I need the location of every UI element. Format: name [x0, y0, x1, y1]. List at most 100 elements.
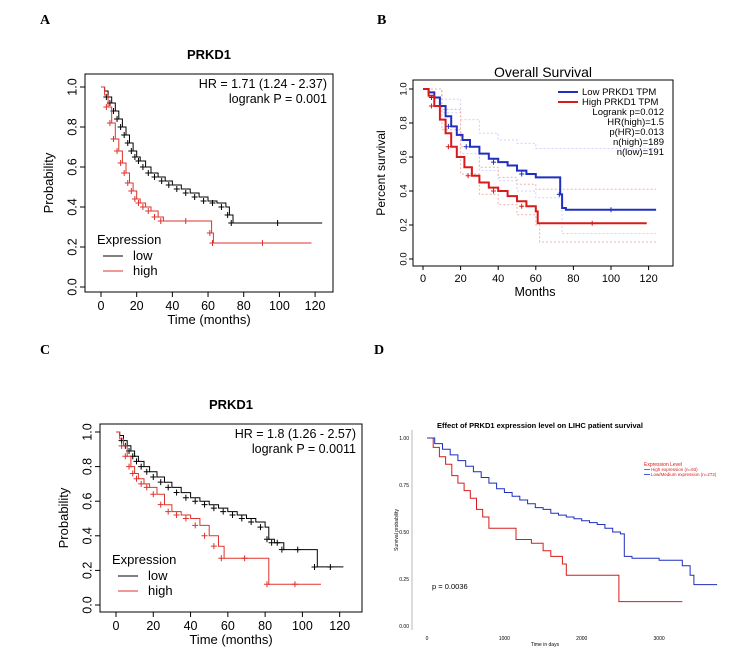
y-tick-label: 0.2: [80, 562, 94, 579]
x-tick-label: 60: [201, 299, 215, 313]
y-axis-label: Survival probability: [394, 509, 400, 551]
legend-label: high: [133, 263, 158, 278]
y-tick-label: 0.6: [80, 492, 94, 509]
stat-annotation: n(low)=191: [617, 147, 664, 158]
censor-mark: [445, 123, 451, 129]
censor-mark: [114, 148, 121, 154]
censor-mark: [150, 473, 157, 480]
x-tick-label: 0: [426, 636, 429, 642]
censor-mark: [135, 158, 142, 164]
censor-mark: [133, 475, 140, 482]
x-tick-label: 100: [292, 619, 313, 633]
censor-mark: [209, 200, 216, 206]
legend-label: high: [148, 583, 173, 598]
censor-mark: [274, 220, 281, 226]
x-axis-label: Months: [515, 285, 556, 299]
y-tick-label: 0.50: [399, 530, 409, 536]
x-tick-label: 100: [269, 299, 290, 313]
x-tick-label: 100: [602, 273, 620, 285]
x-tick-label: 20: [454, 273, 466, 285]
censor-mark: [121, 170, 128, 176]
y-tick-label: 0.6: [399, 150, 410, 163]
stat-annotation: logrank P = 0.0011: [252, 442, 356, 456]
censor-mark: [259, 240, 266, 246]
censor-mark: [241, 555, 248, 562]
y-tick-label: 0.8: [80, 458, 94, 475]
censor-mark: [209, 240, 216, 246]
y-tick-label: 1.0: [65, 78, 79, 95]
censor-mark: [465, 173, 471, 179]
y-tick-label: 0.4: [80, 527, 94, 544]
stat-annotation: HR(high)=1.5: [607, 117, 664, 128]
legend-title: Expression: [112, 552, 176, 567]
chart-title: PRKD1: [187, 47, 231, 62]
censor-mark: [135, 200, 142, 206]
x-tick-label: 60: [221, 619, 235, 633]
censor-mark: [121, 132, 128, 138]
censor-mark: [129, 470, 136, 477]
x-tick-label: 80: [237, 299, 251, 313]
chart-title: Overall Survival: [494, 64, 592, 80]
censor-mark: [268, 539, 275, 546]
censor-mark: [114, 116, 121, 122]
km-chart-B: Overall Survival 0 20 40 60 80 100 120 0.0 0.2 0.4…: [374, 64, 674, 299]
censor-mark: [118, 442, 125, 449]
censor-mark: [200, 198, 207, 204]
censor-mark: [491, 159, 496, 165]
plot-frame: [99, 423, 363, 613]
y-axis-label: Probability: [41, 152, 56, 213]
censor-mark: [124, 180, 131, 186]
panel-label-c: C: [40, 343, 51, 358]
censor-mark: [133, 458, 140, 465]
censor-mark: [157, 479, 164, 486]
censor-mark: [158, 178, 165, 184]
x-tick-label: 60: [530, 273, 542, 285]
x-tick-label: 80: [258, 619, 272, 633]
x-tick-label: 0: [113, 619, 120, 633]
censor-mark: [228, 220, 235, 226]
censor-mark: [165, 508, 172, 515]
censor-mark: [173, 489, 180, 496]
censor-mark: [519, 171, 525, 177]
censor-mark: [463, 144, 469, 150]
x-tick-label: 3000: [654, 636, 665, 642]
km-curve: [423, 88, 657, 211]
censor-mark: [110, 136, 117, 142]
x-tick-label: 0: [98, 299, 105, 313]
censor-mark: [218, 204, 225, 210]
y-tick-label: 0.75: [399, 483, 409, 489]
censor-mark: [201, 532, 208, 539]
censor-mark: [210, 505, 217, 512]
censor-mark: [103, 104, 110, 110]
x-tick-label: 20: [130, 299, 144, 313]
x-tick-label: 0: [420, 273, 426, 285]
censor-mark: [491, 188, 496, 194]
censor-mark: [139, 204, 146, 210]
x-tick-label: 20: [146, 619, 160, 633]
censor-mark: [274, 539, 281, 546]
x-tick-label: 40: [492, 273, 504, 285]
km-curve: [427, 437, 683, 603]
y-tick-label: 1.00: [399, 436, 409, 442]
censor-mark: [445, 144, 451, 150]
x-tick-label: 80: [567, 273, 579, 285]
km-curve-high: [116, 431, 321, 585]
stat-annotation: p(HR)=0.013: [609, 127, 664, 138]
legend-label: low: [148, 568, 168, 583]
stat-annotation: Logrank p=0.012: [592, 107, 664, 118]
y-tick-label: 0.8: [65, 118, 79, 135]
km-chart-D: Effect of PRKD1 expression level on LIHC…: [394, 421, 718, 648]
censor-mark: [117, 160, 124, 166]
y-tick-label: 1.0: [80, 423, 94, 440]
censor-mark: [165, 484, 172, 491]
censor-mark: [173, 512, 180, 519]
x-tick-label: 40: [184, 619, 198, 633]
y-tick-label: 0.6: [65, 158, 79, 175]
censor-mark: [327, 563, 334, 570]
x-axis-label: Time (months): [189, 632, 272, 647]
censor-mark: [263, 581, 270, 588]
censor-mark: [182, 515, 189, 522]
y-tick-label: 0.0: [399, 252, 410, 265]
stat-annotation: n(high)=189: [613, 137, 664, 148]
censor-mark: [257, 524, 264, 531]
